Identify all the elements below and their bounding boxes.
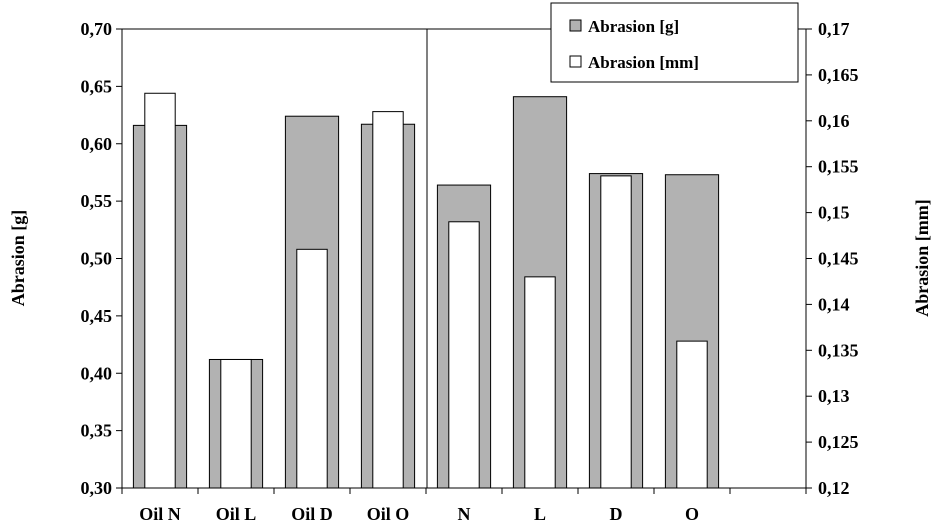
right-axis-ticks: 0,12 0,125 0,13 0,135 0,14 0,145 0,15 0,155 0,16… — [806, 19, 859, 498]
left-tick-label: 0,70 — [81, 19, 113, 39]
x-category-label: Oil N — [139, 504, 181, 524]
left-tick-label: 0,35 — [81, 421, 113, 441]
legend-label-g: Abrasion [g] — [588, 17, 679, 36]
left-tick-label: 0,60 — [81, 134, 113, 154]
right-tick-label: 0,16 — [818, 111, 850, 131]
bar-abrasion-mm — [220, 358, 252, 489]
left-tick-label: 0,55 — [81, 191, 113, 211]
bar-abrasion-mm — [676, 340, 708, 489]
legend-label-mm: Abrasion [mm] — [588, 53, 699, 72]
bar-abrasion-mm — [372, 111, 404, 489]
x-category-label: Oil L — [216, 504, 257, 524]
left-tick-label: 0,30 — [81, 478, 113, 498]
left-tick-label: 0,50 — [81, 249, 113, 269]
x-category-label: N — [458, 504, 471, 524]
right-axis-title: Abrasion [mm] — [912, 199, 932, 317]
right-tick-label: 0,17 — [818, 19, 850, 39]
x-category-label: D — [610, 504, 623, 524]
x-category-label: O — [685, 504, 699, 524]
legend-swatch-g — [569, 19, 582, 32]
right-tick-label: 0,155 — [818, 157, 859, 177]
left-axis-title: Abrasion [g] — [8, 210, 28, 307]
left-axis-ticks: 0,30 0,35 0,40 0,45 0,50 0,55 0,60 0,65 0,70 — [81, 19, 122, 498]
bar-abrasion-mm — [524, 276, 556, 489]
legend: Abrasion [g] Abrasion [mm] — [550, 2, 799, 83]
x-category-label: Oil D — [291, 504, 333, 524]
bar-abrasion-mm — [600, 175, 632, 489]
x-category-label: Oil O — [367, 504, 410, 524]
bar-abrasion-mm — [448, 221, 480, 489]
plot-frame — [121, 28, 807, 489]
right-tick-label: 0,12 — [818, 478, 850, 498]
legend-box — [550, 2, 799, 83]
x-axis-ticks: Oil N Oil L Oil D Oil O N L D O — [121, 488, 807, 524]
x-category-label: L — [534, 504, 546, 524]
left-tick-label: 0,45 — [81, 306, 113, 326]
right-tick-label: 0,13 — [818, 386, 850, 406]
legend-swatch-mm — [569, 55, 582, 68]
right-tick-label: 0,14 — [818, 294, 850, 314]
right-tick-label: 0,125 — [818, 432, 859, 452]
right-tick-label: 0,15 — [818, 203, 850, 223]
right-tick-label: 0,165 — [818, 65, 859, 85]
bars — [132, 92, 720, 489]
bar-abrasion-mm — [144, 92, 176, 489]
left-tick-label: 0,40 — [81, 363, 113, 383]
right-tick-label: 0,135 — [818, 340, 859, 360]
right-tick-label: 0,145 — [818, 249, 859, 269]
bar-abrasion-mm — [296, 248, 328, 489]
left-tick-label: 0,65 — [81, 76, 113, 96]
